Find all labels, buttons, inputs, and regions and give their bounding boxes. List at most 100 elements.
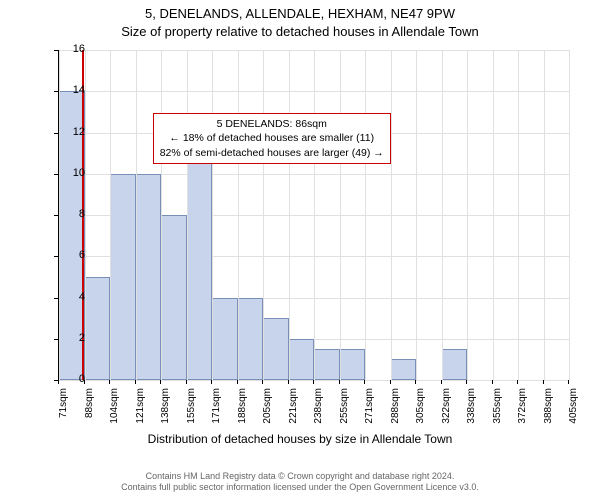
histogram-bar <box>212 298 238 381</box>
x-tick-label: 405sqm <box>568 388 579 438</box>
x-tick <box>186 380 187 384</box>
gridline-v <box>416 50 417 380</box>
gridline-v <box>187 50 188 380</box>
annotation-line: ← 18% of detached houses are smaller (11… <box>160 131 384 145</box>
histogram-bar <box>263 318 289 380</box>
x-tick-label: 121sqm <box>135 388 146 438</box>
y-tick-label: 10 <box>55 167 85 179</box>
histogram-bar <box>314 349 340 380</box>
x-tick-label: 255sqm <box>339 388 350 438</box>
x-tick-label: 238sqm <box>313 388 324 438</box>
annotation-box: 5 DENELANDS: 86sqm← 18% of detached hous… <box>153 113 391 164</box>
x-tick <box>84 380 85 384</box>
x-tick <box>339 380 340 384</box>
histogram-bar <box>161 215 187 380</box>
x-tick-label: 388sqm <box>543 388 554 438</box>
x-tick-label: 355sqm <box>492 388 503 438</box>
histogram-bar <box>289 339 315 380</box>
y-tick-label: 6 <box>55 249 85 261</box>
annotation-line: 5 DENELANDS: 86sqm <box>160 117 384 131</box>
y-tick <box>54 256 58 257</box>
gridline-v <box>518 50 519 380</box>
histogram-bar <box>238 298 264 381</box>
histogram-bar <box>442 349 468 380</box>
gridline-v <box>238 50 239 380</box>
x-tick <box>568 380 569 384</box>
gridline-v <box>467 50 468 380</box>
footer-line-1: Contains HM Land Registry data © Crown c… <box>0 471 600 483</box>
x-tick <box>364 380 365 384</box>
gridline-v <box>544 50 545 380</box>
histogram-bar <box>391 359 417 380</box>
chart-title-main: 5, DENELANDS, ALLENDALE, HEXHAM, NE47 9P… <box>0 6 600 21</box>
x-tick-label: 271sqm <box>364 388 375 438</box>
histogram-bar <box>187 153 213 380</box>
gridline-v <box>569 50 570 380</box>
x-tick <box>441 380 442 384</box>
gridline-v <box>442 50 443 380</box>
gridline-v <box>212 50 213 380</box>
gridline-v <box>289 50 290 380</box>
x-tick-label: 171sqm <box>211 388 222 438</box>
gridline-v <box>391 50 392 380</box>
chart-title-sub: Size of property relative to detached ho… <box>0 24 600 39</box>
x-tick-label: 288sqm <box>390 388 401 438</box>
x-tick <box>160 380 161 384</box>
histogram-bar <box>340 349 366 380</box>
footer-line-2: Contains full public sector information … <box>0 482 600 494</box>
gridline-v <box>263 50 264 380</box>
x-tick-label: 138sqm <box>160 388 171 438</box>
y-tick-label: 16 <box>55 43 85 55</box>
y-tick <box>54 339 58 340</box>
x-tick <box>288 380 289 384</box>
y-tick-label: 2 <box>55 332 85 344</box>
y-tick <box>54 50 58 51</box>
gridline-v <box>493 50 494 380</box>
x-tick <box>313 380 314 384</box>
x-tick <box>109 380 110 384</box>
x-tick <box>466 380 467 384</box>
gridline-v <box>314 50 315 380</box>
y-tick-label: 12 <box>55 126 85 138</box>
x-tick <box>517 380 518 384</box>
x-tick <box>58 380 59 384</box>
x-tick <box>135 380 136 384</box>
plot-area: 5 DENELANDS: 86sqm← 18% of detached hous… <box>58 50 569 381</box>
attribution-footer: Contains HM Land Registry data © Crown c… <box>0 471 600 494</box>
histogram-bar <box>110 174 136 380</box>
gridline-v <box>340 50 341 380</box>
x-tick-label: 155sqm <box>186 388 197 438</box>
y-tick-label: 4 <box>55 291 85 303</box>
x-tick-label: 104sqm <box>109 388 120 438</box>
x-tick <box>262 380 263 384</box>
x-tick-label: 88sqm <box>84 388 95 438</box>
histogram-bar <box>136 174 162 380</box>
y-tick-label: 8 <box>55 208 85 220</box>
y-tick <box>54 215 58 216</box>
x-tick-label: 221sqm <box>288 388 299 438</box>
x-tick-label: 372sqm <box>517 388 528 438</box>
x-tick-label: 305sqm <box>415 388 426 438</box>
x-tick <box>492 380 493 384</box>
x-tick-label: 322sqm <box>441 388 452 438</box>
gridline-v <box>365 50 366 380</box>
gridline-v <box>110 50 111 380</box>
x-tick <box>390 380 391 384</box>
gridline-v <box>136 50 137 380</box>
x-tick <box>211 380 212 384</box>
gridline-h <box>59 380 569 381</box>
y-tick-label: 0 <box>55 373 85 385</box>
x-tick <box>543 380 544 384</box>
x-tick-label: 188sqm <box>237 388 248 438</box>
x-tick-label: 205sqm <box>262 388 273 438</box>
histogram-bar <box>85 277 111 380</box>
y-tick <box>54 91 58 92</box>
y-tick-label: 14 <box>55 84 85 96</box>
gridline-v <box>161 50 162 380</box>
x-tick-label: 71sqm <box>58 388 69 438</box>
x-tick <box>415 380 416 384</box>
y-tick <box>54 298 58 299</box>
annotation-line: 82% of semi-detached houses are larger (… <box>160 146 384 160</box>
y-tick <box>54 133 58 134</box>
x-tick <box>237 380 238 384</box>
